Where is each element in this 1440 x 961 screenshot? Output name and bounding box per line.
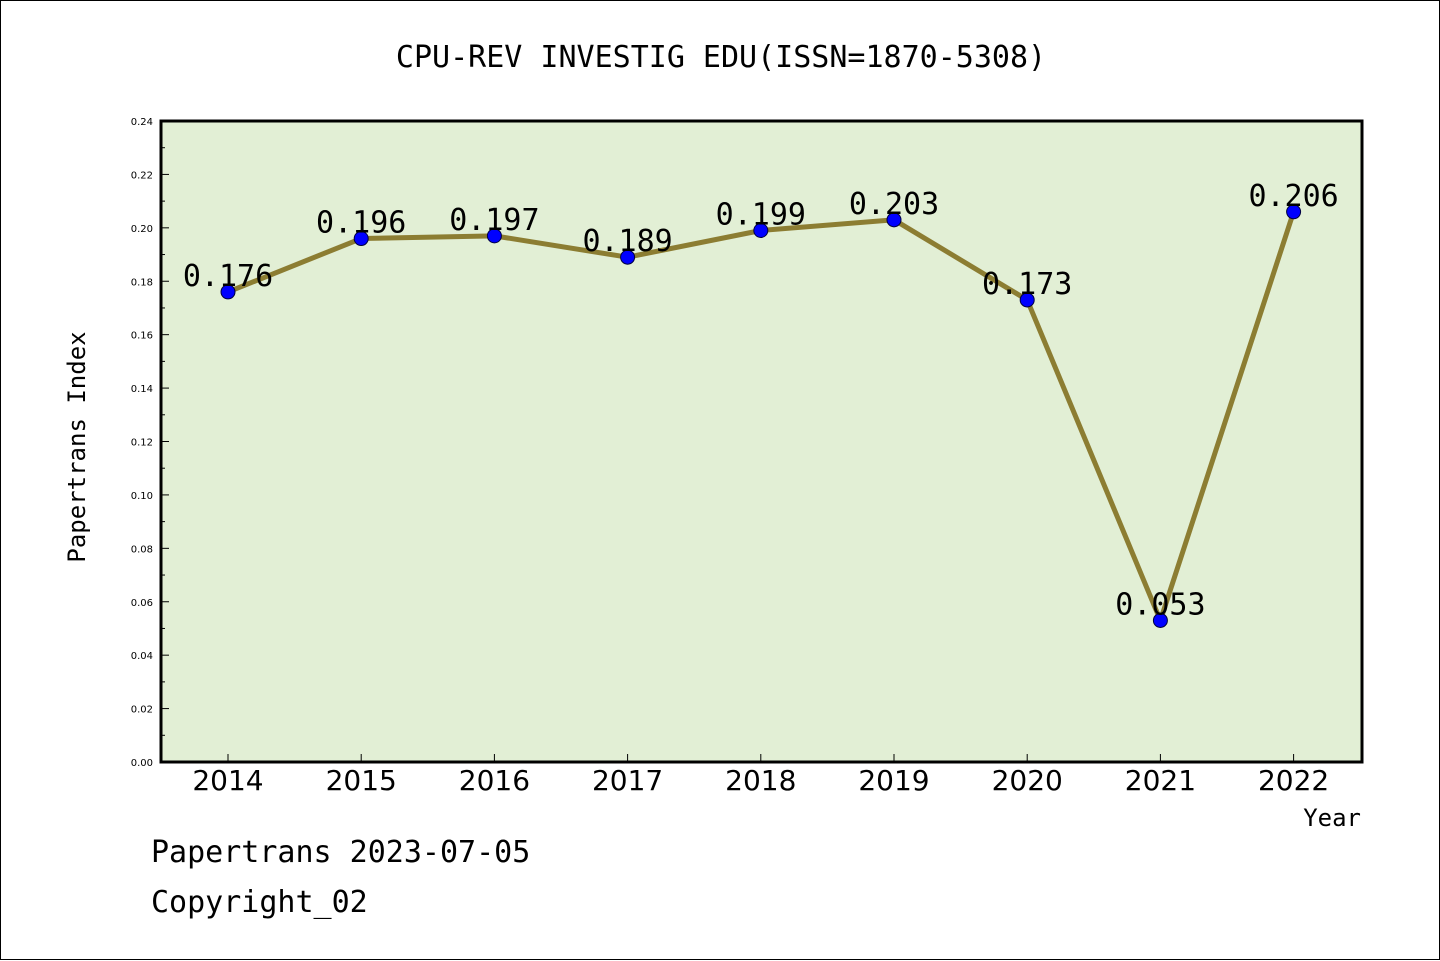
- x-tick-label: 2021: [1125, 764, 1196, 797]
- data-label: 0.197: [449, 203, 539, 238]
- data-label: 0.199: [716, 198, 806, 233]
- x-tick-label: 2020: [992, 764, 1063, 797]
- y-tick-label: 0.02: [131, 705, 153, 716]
- y-tick-label: 0.04: [131, 651, 153, 662]
- y-tick-label: 0.14: [131, 384, 153, 395]
- data-point: [353, 231, 369, 247]
- x-tick-label: 2017: [592, 764, 663, 797]
- data-point: [620, 249, 636, 265]
- footer-credit: Papertrans 2023-07-05: [151, 835, 531, 870]
- data-point: [486, 228, 502, 244]
- data-labels: 0.176 0.196 0.197 0.189 0.199 0.203 0.173 0.053…: [183, 179, 1339, 623]
- footer-copyright: Copyright_02: [151, 885, 368, 920]
- x-tick-label: 2022: [1258, 764, 1329, 797]
- x-tick-label: 2018: [725, 764, 796, 797]
- y-axis-label: Papertrans Index: [63, 331, 91, 562]
- data-label: 0.176: [183, 259, 273, 294]
- x-tick-label: 2015: [326, 764, 397, 797]
- y-tick-label: 0.20: [131, 224, 153, 235]
- x-tick-label: 2016: [459, 764, 530, 797]
- y-tick-label: 0.00: [131, 758, 153, 769]
- chart-title: CPU-REV INVESTIG EDU(ISSN=1870-5308): [396, 40, 1046, 75]
- data-point: [1152, 612, 1168, 628]
- data-points: [220, 204, 1302, 628]
- y-tick-label: 0.08: [131, 544, 153, 555]
- data-label: 0.053: [1115, 587, 1205, 622]
- y-tick-label: 0.22: [131, 170, 153, 181]
- data-point: [1286, 204, 1302, 220]
- data-label: 0.206: [1248, 179, 1338, 214]
- y-tick-label: 0.10: [131, 491, 153, 502]
- y-tick-label: 0.16: [131, 331, 153, 342]
- x-tick-label: 2014: [192, 764, 263, 797]
- data-label: 0.173: [982, 267, 1072, 302]
- y-tick-label: 0.18: [131, 277, 153, 288]
- x-axis-label: Year: [1303, 804, 1361, 832]
- y-tick-label: 0.06: [131, 598, 153, 609]
- data-point: [1019, 292, 1035, 308]
- y-tick-label: 0.24: [131, 117, 153, 128]
- x-axis: 2014 2015 2016 2017 2018 2019 2020 2021 2022: [192, 754, 1329, 797]
- y-tick-label: 0.12: [131, 438, 153, 449]
- data-point: [886, 212, 902, 228]
- data-label: 0.189: [582, 224, 672, 259]
- y-axis: 0.00 0.02 0.04 0.06 0.08 0.10 0.12 0.14 0.16 0.18…: [131, 117, 169, 769]
- x-tick-label: 2019: [858, 764, 929, 797]
- data-point: [220, 284, 236, 300]
- data-label: 0.203: [849, 187, 939, 222]
- data-label: 0.196: [316, 206, 406, 241]
- data-point: [753, 223, 769, 239]
